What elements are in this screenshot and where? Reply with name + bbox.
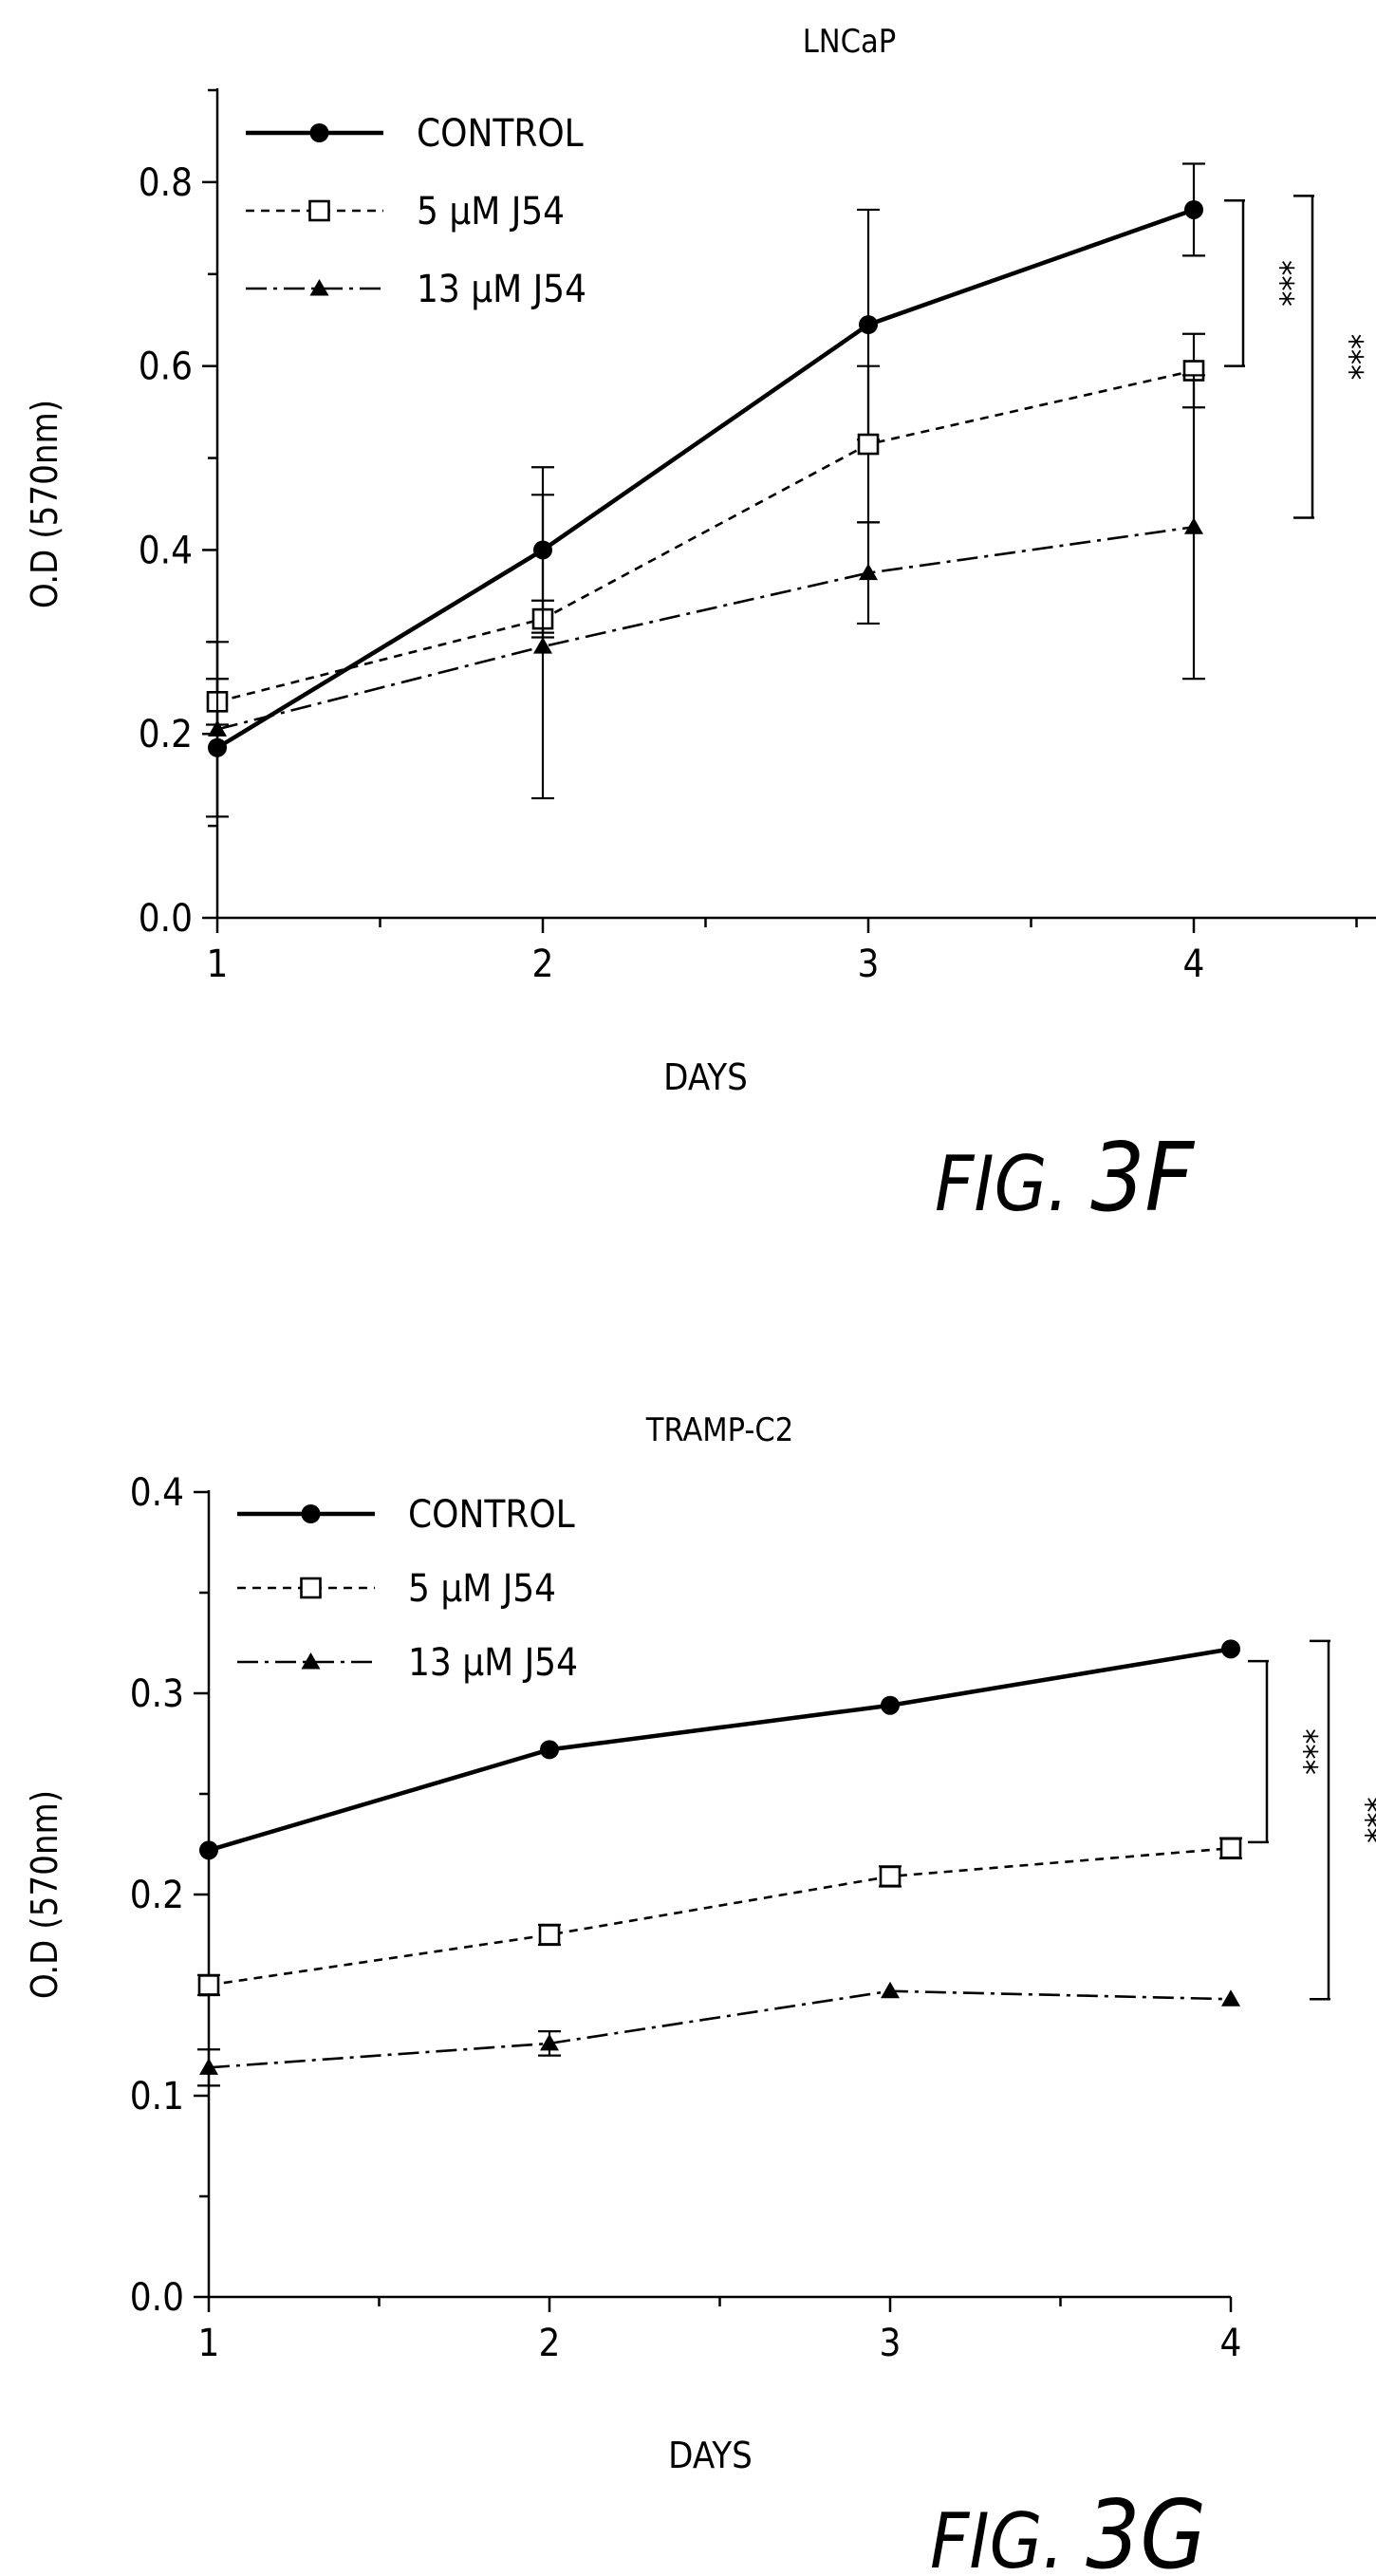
series-line bbox=[208, 1989, 1232, 2069]
y-tick-label: 0.0 bbox=[130, 2276, 184, 2320]
data-point bbox=[1219, 1837, 1242, 1859]
data-point bbox=[197, 1974, 220, 1996]
legend-marker bbox=[301, 1652, 321, 1670]
y-tick-label: 0.4 bbox=[130, 1471, 184, 1515]
chart-fig-3g: TRAMP-C2 0.0 0.1 0.2 0.3 0.4 1 2 3 4 DAYS O.D (570n… bbox=[24, 1411, 1376, 2576]
y-axis-label: O.D (570nm) bbox=[24, 400, 65, 608]
legend-marker bbox=[308, 199, 330, 222]
legend-label: 13 μM J54 bbox=[408, 1641, 578, 1685]
series-line bbox=[216, 525, 1195, 731]
x-tick-label: 4 bbox=[1220, 2322, 1242, 2365]
y-tick-label: 0.8 bbox=[139, 161, 193, 205]
data-point bbox=[1221, 1639, 1240, 1659]
data-point bbox=[857, 433, 880, 456]
data-point bbox=[879, 1865, 902, 1888]
legend-label: CONTROL bbox=[417, 112, 584, 156]
x-tick-label: 3 bbox=[880, 2322, 902, 2365]
significance-bracket: *** bbox=[1248, 1659, 1324, 1844]
chart-title: LNCaP bbox=[803, 23, 896, 61]
x-tick-label: 2 bbox=[539, 2322, 561, 2365]
series-line bbox=[208, 1647, 1232, 1853]
legend-marker bbox=[300, 1577, 322, 1599]
series-2 bbox=[197, 1981, 1240, 2087]
series-line bbox=[215, 207, 1195, 750]
significance-label: *** bbox=[1285, 1728, 1324, 1775]
y-tick-label: 0.0 bbox=[139, 897, 193, 941]
significance-label: *** bbox=[1330, 334, 1369, 381]
data-point bbox=[1221, 1989, 1240, 2007]
significance-bracket: *** bbox=[1224, 199, 1300, 367]
figure-label-number: 3F bbox=[1090, 1122, 1195, 1233]
series-line bbox=[208, 1846, 1232, 1987]
figure-label-number: 3G bbox=[1086, 2479, 1206, 2576]
x-axis-label: DAYS bbox=[663, 1056, 748, 1098]
chart-fig-3f: LNCaP 0.0 0.2 0.4 0.6 0.8 1 2 3 4 DAYS O.D (570nm) C… bbox=[24, 23, 1376, 1233]
legend: CONTROL 5 μM J54 13 μM J54 bbox=[237, 1493, 578, 1685]
figure-label: FIG. 3G bbox=[930, 2479, 1206, 2576]
y-tick-label: 0.3 bbox=[130, 1672, 184, 1716]
data-point bbox=[199, 2058, 218, 2075]
data-point bbox=[1184, 199, 1203, 219]
figure-label-prefix: FIG. bbox=[935, 1140, 1090, 1228]
y-tick-label: 0.2 bbox=[139, 713, 193, 756]
legend-marker bbox=[309, 123, 329, 142]
figure-label: FIG. 3F bbox=[935, 1122, 1195, 1233]
significance-bracket: *** bbox=[1293, 195, 1369, 519]
x-tick-label: 3 bbox=[858, 943, 880, 986]
significance-bracket: *** bbox=[1310, 1639, 1376, 2001]
significance-label: *** bbox=[1347, 1797, 1376, 1843]
series-1 bbox=[206, 332, 1205, 726]
x-tick-label: 1 bbox=[198, 2322, 220, 2365]
series-0 bbox=[206, 162, 1205, 818]
series-0 bbox=[199, 1639, 1240, 1860]
x-tick-label: 2 bbox=[532, 943, 554, 986]
y-tick-label: 0.2 bbox=[130, 1874, 184, 1917]
y-axis-label: O.D (570nm) bbox=[24, 1790, 65, 1999]
y-tick-label: 0.6 bbox=[139, 345, 193, 389]
series-1 bbox=[197, 1837, 1242, 1997]
legend-marker bbox=[309, 279, 329, 296]
y-tick-label: 0.4 bbox=[139, 529, 193, 572]
data-point bbox=[1184, 517, 1203, 534]
data-point bbox=[540, 2033, 559, 2051]
x-tick-label: 4 bbox=[1183, 943, 1205, 986]
data-point bbox=[859, 563, 878, 581]
legend-label: 5 μM J54 bbox=[408, 1567, 556, 1611]
data-point bbox=[859, 315, 878, 335]
x-tick-label: 1 bbox=[207, 943, 229, 986]
series-line bbox=[216, 369, 1195, 703]
x-axis-label: DAYS bbox=[668, 2435, 753, 2476]
data-point bbox=[199, 1840, 218, 1860]
chart-title: TRAMP-C2 bbox=[645, 1411, 793, 1449]
data-point bbox=[533, 637, 552, 654]
legend-label: CONTROL bbox=[408, 1493, 575, 1537]
data-point bbox=[881, 1695, 900, 1715]
y-tick-label: 0.1 bbox=[130, 2075, 184, 2119]
significance-label: *** bbox=[1261, 260, 1300, 307]
data-point bbox=[881, 1981, 900, 1999]
data-point bbox=[540, 1740, 559, 1760]
data-point bbox=[538, 1924, 561, 1946]
data-point bbox=[208, 719, 227, 737]
series-2 bbox=[206, 374, 1205, 818]
legend: CONTROL 5 μM J54 13 μM J54 bbox=[246, 112, 586, 311]
figure-label-prefix: FIG. bbox=[930, 2497, 1086, 2576]
legend-label: 5 μM J54 bbox=[417, 190, 565, 233]
legend-label: 13 μM J54 bbox=[417, 268, 586, 311]
legend-marker bbox=[301, 1504, 321, 1523]
